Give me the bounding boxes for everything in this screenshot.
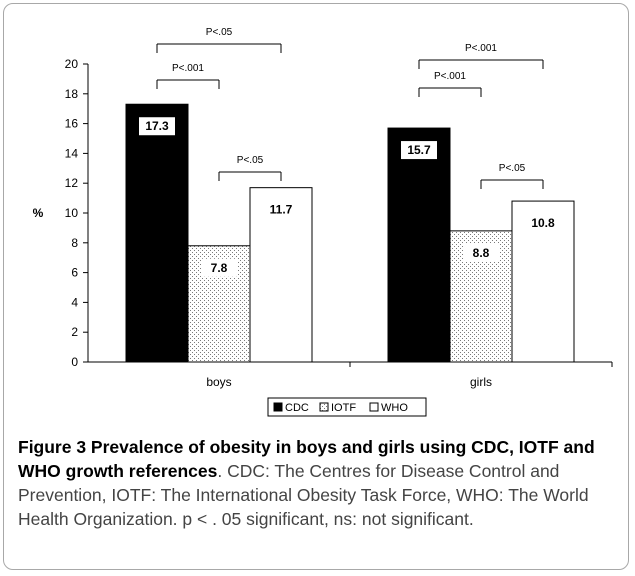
value-label: 15.7 — [407, 143, 431, 157]
significance-label: P<.001 — [172, 63, 204, 74]
significance-label: P<.05 — [237, 155, 264, 166]
legend-swatch-iotf — [320, 403, 328, 411]
y-tick-label: 10 — [65, 206, 79, 220]
y-tick-label: 6 — [71, 266, 78, 280]
y-tick-label: 14 — [65, 146, 79, 160]
legend-swatch-who — [370, 403, 378, 411]
legend-label: IOTF — [331, 402, 356, 414]
significance-bracket: P<.05 — [157, 27, 281, 53]
significance-bracket: P<.001 — [157, 63, 219, 89]
significance-label: P<.05 — [206, 27, 233, 38]
y-tick-label: 16 — [65, 117, 79, 131]
significance-label: P<.001 — [434, 71, 466, 82]
bar-cdc — [126, 104, 188, 362]
y-tick-label: 4 — [71, 295, 78, 309]
legend-swatch-cdc — [274, 403, 282, 411]
value-label: 10.8 — [531, 216, 555, 230]
significance-label: P<.05 — [499, 163, 526, 174]
y-tick-label: 0 — [71, 355, 78, 369]
x-category-label: boys — [206, 375, 231, 389]
figure-caption: Figure 3 Prevalence of obesity in boys a… — [18, 435, 610, 531]
value-label: 8.8 — [473, 246, 490, 260]
legend-label: CDC — [285, 402, 309, 414]
bar-cdc — [388, 128, 450, 362]
y-axis-label: % — [33, 206, 44, 220]
significance-bracket: P<.001 — [419, 71, 481, 97]
value-label: 7.8 — [211, 261, 228, 275]
value-label: 11.7 — [270, 203, 293, 217]
significance-bracket: P<.05 — [219, 155, 281, 181]
y-tick-label: 2 — [71, 325, 78, 339]
y-tick-label: 12 — [65, 176, 79, 190]
legend-label: WHO — [381, 402, 408, 414]
y-tick-label: 18 — [65, 87, 79, 101]
significance-label: P<.001 — [465, 43, 497, 54]
significance-bracket: P<.05 — [481, 163, 543, 189]
x-category-label: girls — [470, 375, 492, 389]
y-tick-label: 20 — [65, 57, 79, 71]
value-label: 17.3 — [145, 119, 169, 133]
significance-bracket: P<.001 — [419, 43, 543, 69]
y-tick-label: 8 — [71, 236, 78, 250]
bar-chart: 0 2 4 6 8 10 12 14 16 18 20% boys girls 17.3 15.7 7.8 8… — [0, 0, 635, 430]
